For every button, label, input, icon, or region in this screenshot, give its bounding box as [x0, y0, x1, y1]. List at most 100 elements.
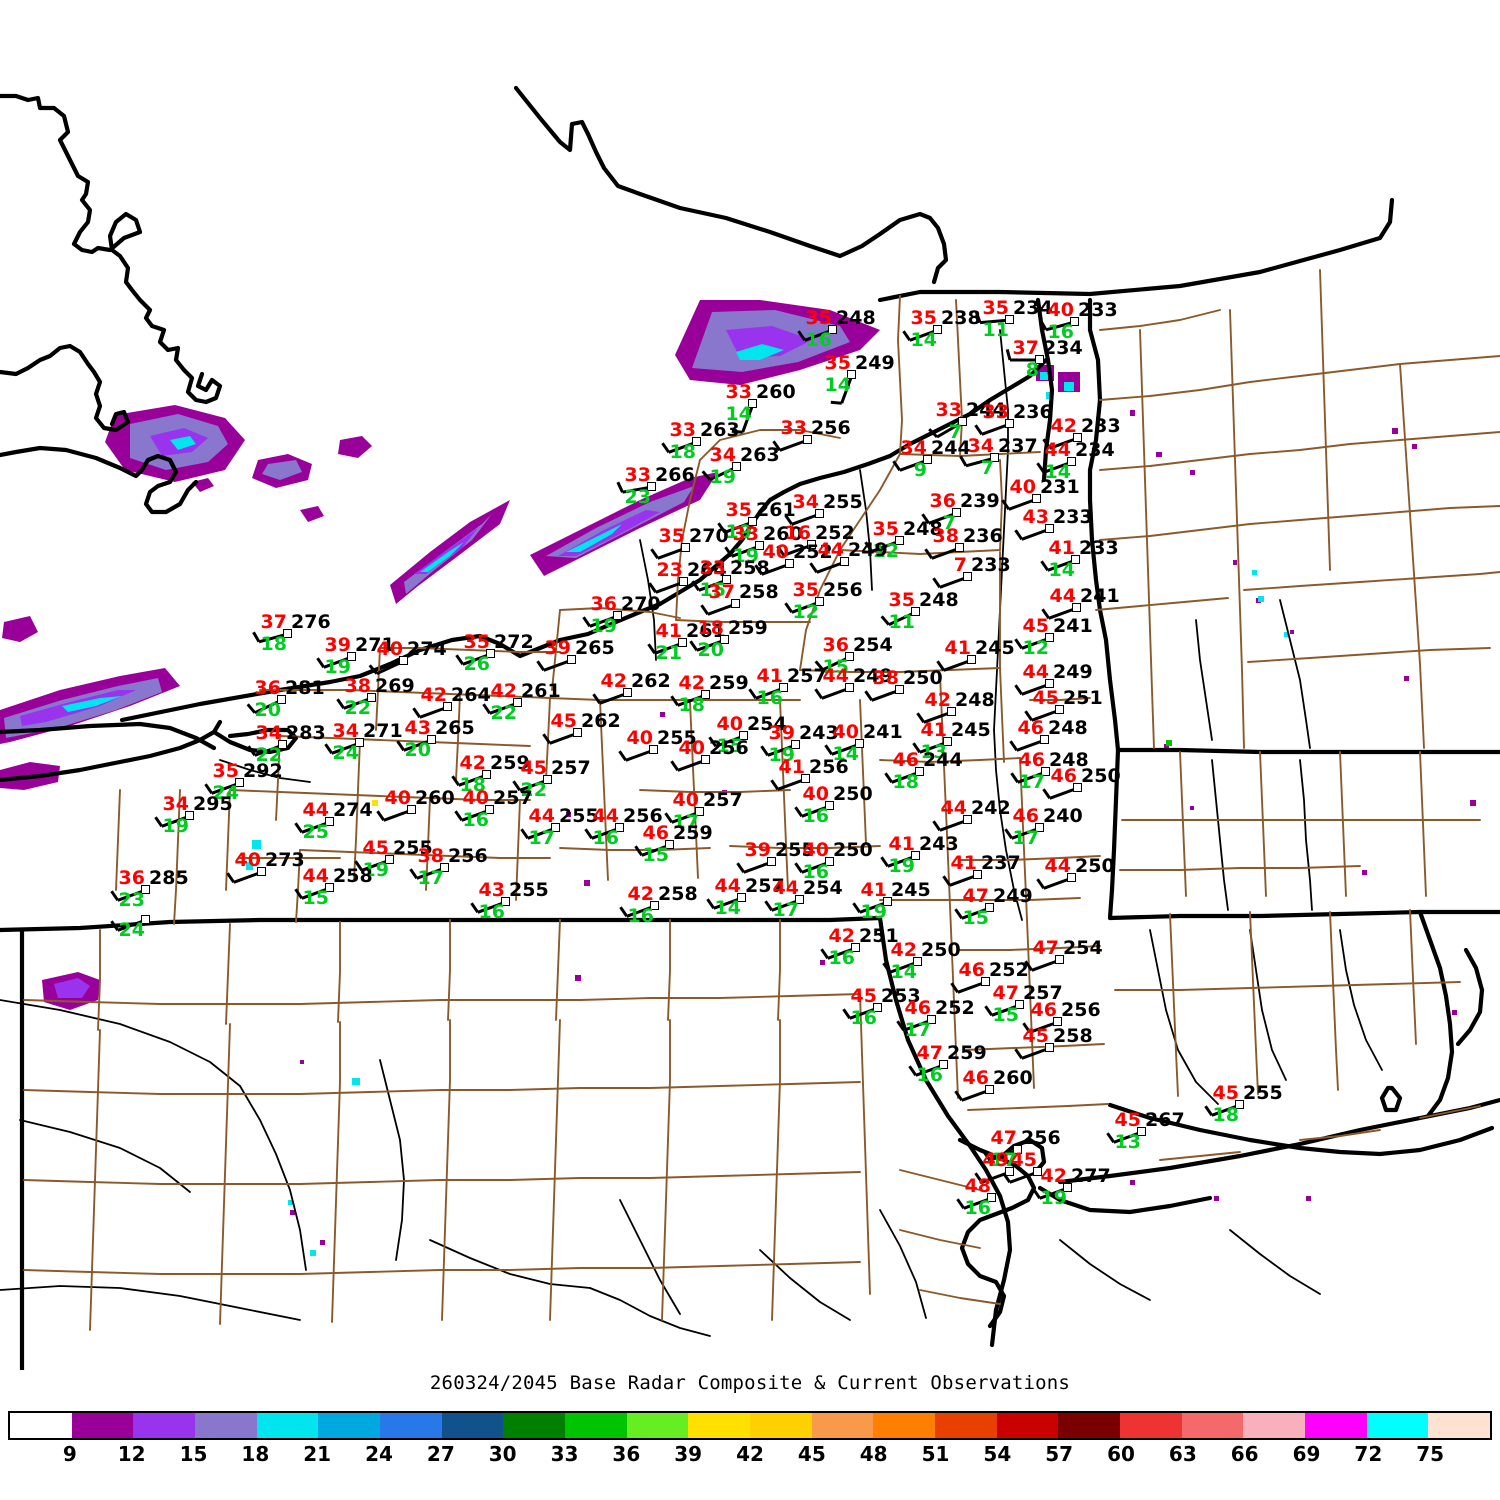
- station-pressure: 259: [673, 822, 713, 844]
- station-dewpoint: 13: [1114, 1131, 1141, 1153]
- station-symbol: [1005, 419, 1014, 428]
- station-pressure: 248: [836, 307, 876, 329]
- station-pressure: 237: [981, 852, 1021, 874]
- legend-tick-69: 69: [1292, 1442, 1321, 1466]
- legend-swatch-21: [1305, 1413, 1367, 1438]
- station-temperature: 40: [678, 737, 705, 759]
- station-dewpoint: 16: [478, 901, 505, 923]
- station-temperature: 40: [716, 713, 743, 735]
- station-symbol: [407, 805, 416, 814]
- station-temperature: 45: [1212, 1082, 1239, 1104]
- station-dewpoint: 19: [324, 656, 351, 678]
- station-pressure: 270: [621, 593, 661, 615]
- station-temperature: 41: [655, 620, 682, 642]
- station-temperature: 38: [344, 675, 371, 697]
- station-dewpoint: 19: [590, 615, 617, 637]
- station-symbol: [748, 517, 757, 526]
- station-temperature: 33: [732, 523, 759, 545]
- station-pressure: 270: [689, 525, 729, 547]
- station-pressure: 234: [1013, 297, 1053, 319]
- station-temperature: 36: [929, 490, 956, 512]
- station-pressure: 238: [941, 307, 981, 329]
- station-temperature: 45: [362, 837, 389, 859]
- station-temperature: 34: [709, 444, 736, 466]
- station-pressure: 241: [1080, 585, 1120, 607]
- station-symbol: [385, 855, 394, 864]
- wind-barb-icon: [731, 403, 755, 434]
- station-pressure: 267: [1145, 1109, 1185, 1131]
- station-symbol: [785, 559, 794, 568]
- station-dewpoint: 24: [212, 782, 239, 804]
- legend-swatch-18: [1120, 1413, 1182, 1438]
- legend-swatch-12: [750, 1413, 812, 1438]
- station-pressure: 236: [963, 525, 1003, 547]
- station-temperature: 35: [725, 499, 752, 521]
- station-pressure: 240: [1043, 805, 1083, 827]
- station-pressure: 258: [658, 883, 698, 905]
- station-pressure: 236: [1013, 401, 1053, 423]
- wind-barb-icon: [830, 374, 854, 405]
- station-dewpoint: 20: [254, 699, 281, 721]
- station-temperature: 35: [872, 518, 899, 540]
- station-pressure: 254: [803, 877, 843, 899]
- station-dewpoint: 18: [459, 774, 486, 796]
- station-symbol: [1013, 1145, 1022, 1154]
- station-symbol: [815, 509, 824, 518]
- map-title-row: 260324/2045 Base Radar Composite & Curre…: [0, 1372, 1500, 1398]
- station-symbol: [720, 635, 729, 644]
- station-symbol: [440, 863, 449, 872]
- station-dewpoint: 19: [860, 901, 887, 923]
- station-temperature: 44: [1022, 661, 1049, 683]
- station-pressure: 249: [855, 352, 895, 374]
- station-dewpoint: 17: [1012, 827, 1039, 849]
- station-symbol: [613, 611, 622, 620]
- station-dewpoint: 18: [260, 633, 287, 655]
- station-temperature: 35: [982, 297, 1009, 319]
- legend-swatch-15: [935, 1413, 997, 1438]
- station-pressure: 234: [1075, 439, 1115, 461]
- legend-tick-48: 48: [859, 1442, 888, 1466]
- station-pressure: 264: [451, 684, 491, 706]
- station-dewpoint: 16: [592, 827, 619, 849]
- station-temperature: 36: [590, 593, 617, 615]
- station-dewpoint: 23: [118, 889, 145, 911]
- station-pressure: 259: [947, 1042, 987, 1064]
- station-dewpoint: 9: [913, 459, 927, 481]
- station-symbol: [795, 895, 804, 904]
- station-dewpoint: 17: [1018, 771, 1045, 793]
- station-pressure: 257: [551, 757, 591, 779]
- station-symbol: [573, 728, 582, 737]
- station-pressure: 241: [1053, 615, 1093, 637]
- station-dewpoint: 15: [992, 1004, 1019, 1026]
- station-pressure: 255: [1243, 1082, 1283, 1104]
- radar-map-canvas[interactable]: 35 248 16 35 238 14 35 234 11 40 233 16 35 249 14 37 234…: [0, 0, 1500, 1370]
- station-symbol: [933, 325, 942, 334]
- page-title: 260324/2045 Base Radar Composite & Curre…: [429, 1372, 1071, 1394]
- station-dewpoint: 22: [490, 702, 517, 724]
- station-symbol: [235, 778, 244, 787]
- station-temperature: 35: [805, 307, 832, 329]
- station-symbol: [985, 903, 994, 912]
- station-symbol: [739, 731, 748, 740]
- station-dewpoint: 14: [832, 743, 859, 765]
- station-symbol: [1073, 433, 1082, 442]
- station-temperature: 45: [1032, 687, 1059, 709]
- station-pressure: 255: [509, 879, 549, 901]
- station-temperature: 42: [490, 680, 517, 702]
- station-pressure: 255: [559, 805, 599, 827]
- station-symbol: [1032, 494, 1041, 503]
- station-pressure: 250: [833, 839, 873, 861]
- station-pressure: 249: [1053, 661, 1093, 683]
- station-symbol: [681, 543, 690, 552]
- station-symbol: [701, 690, 710, 699]
- station-symbol: [567, 655, 576, 664]
- station-pressure: 263: [700, 419, 740, 441]
- station-dewpoint: 17: [990, 1149, 1017, 1171]
- legend-swatch-22: [1366, 1413, 1429, 1438]
- station-temperature: 48: [964, 1175, 991, 1197]
- station-pressure: 256: [809, 756, 849, 778]
- station-symbol: [883, 897, 892, 906]
- station-temperature: 44: [714, 875, 741, 897]
- station-symbol: [501, 897, 510, 906]
- station-pressure: 250: [921, 939, 961, 961]
